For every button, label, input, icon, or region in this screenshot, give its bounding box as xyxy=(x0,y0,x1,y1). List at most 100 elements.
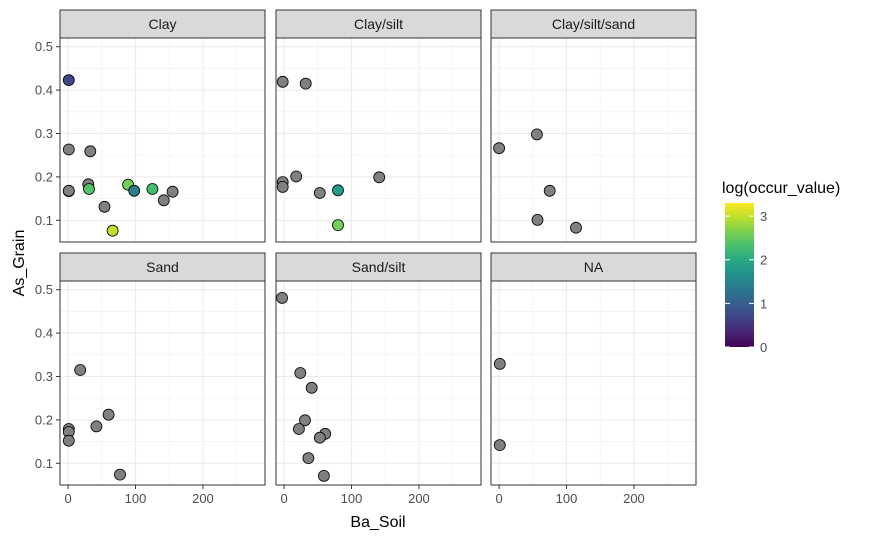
panel-border xyxy=(59,280,266,486)
panel-background xyxy=(60,38,265,242)
panel-sand: Sand xyxy=(59,252,266,486)
data-point xyxy=(531,213,544,226)
axes-layer: 0.1 0.2 0.3 0.4 0.5 0.1 0.2 0.3 0.4 0.5 0 100 200 0 10… xyxy=(35,39,645,506)
facet-label: Sand xyxy=(146,259,179,275)
panel-border xyxy=(490,280,697,486)
data-point xyxy=(276,291,289,304)
x-tick-label: 200 xyxy=(192,491,214,506)
data-point xyxy=(317,469,330,482)
data-point xyxy=(292,423,305,435)
facet-strip xyxy=(59,252,266,282)
x-tick-label: 0 xyxy=(64,491,71,506)
legend-tick-label: 3 xyxy=(760,209,767,224)
legend-ticks: 0 1 2 3 xyxy=(725,209,767,355)
panel-sand-silt: Sand/silt xyxy=(275,252,482,486)
data-point xyxy=(98,200,111,213)
data-point xyxy=(166,185,179,198)
data-point xyxy=(106,224,119,237)
x-tick-label: 200 xyxy=(408,491,430,506)
data-point xyxy=(62,184,75,197)
panel-clay-silt-sand: Clay/silt/sand xyxy=(490,9,697,243)
data-point xyxy=(294,367,307,379)
data-point xyxy=(114,468,126,481)
data-point xyxy=(84,145,97,158)
panel-background xyxy=(60,281,265,485)
data-point xyxy=(157,194,170,207)
data-point xyxy=(74,364,87,376)
facet-strip xyxy=(59,9,266,39)
panel-border xyxy=(275,37,482,243)
data-point xyxy=(62,434,75,447)
data-point xyxy=(493,142,506,155)
panels-layer: Clay Clay/silt Clay/silt/sand Sand Sand/silt… xyxy=(59,9,697,486)
y-tick-label: 0.4 xyxy=(35,83,53,98)
x-tick-label: 0 xyxy=(495,491,502,506)
x-tick-label: 100 xyxy=(125,491,147,506)
x-axis-title: Ba_Soil xyxy=(350,514,405,531)
data-point xyxy=(62,74,75,86)
data-point xyxy=(305,381,318,394)
panel-background xyxy=(276,38,481,242)
facet-label: Clay xyxy=(148,16,176,32)
panel-background xyxy=(491,281,696,485)
facet-label: Clay/silt xyxy=(354,16,403,32)
facet-strip xyxy=(275,9,482,39)
legend-tick-label: 0 xyxy=(760,340,767,355)
y-tick-label: 0.1 xyxy=(35,213,53,228)
data-point xyxy=(128,184,141,197)
x-tick-label: 100 xyxy=(556,491,578,506)
data-point xyxy=(570,221,582,234)
panel-clay: Clay xyxy=(59,9,266,243)
data-point xyxy=(90,420,103,433)
panel-clay-silt: Clay/silt xyxy=(275,9,482,243)
x-tick-label: 100 xyxy=(341,491,363,506)
y-tick-label: 0.2 xyxy=(35,412,53,427)
facet-strip xyxy=(490,252,697,282)
legend-tick-label: 2 xyxy=(760,253,767,268)
legend-title: log(occur_value) xyxy=(722,180,840,197)
y-tick-label: 0.5 xyxy=(35,282,53,297)
data-point xyxy=(493,357,506,370)
facet-strip xyxy=(490,9,697,39)
data-point xyxy=(302,452,315,465)
facet-strip xyxy=(275,252,482,282)
data-point xyxy=(276,180,289,193)
y-axis-title: As_Grain xyxy=(11,230,28,297)
facet-label: NA xyxy=(584,259,604,275)
data-point xyxy=(62,143,75,156)
x-tick-label: 0 xyxy=(280,491,287,506)
legend-colorbar xyxy=(725,203,754,347)
data-point xyxy=(332,184,344,197)
data-point xyxy=(299,414,311,427)
y-tick-label: 0.2 xyxy=(35,169,53,184)
facet-label: Clay/silt/sand xyxy=(552,16,635,32)
panel-background xyxy=(491,38,696,242)
data-point xyxy=(276,75,289,88)
data-point xyxy=(543,184,556,197)
data-point xyxy=(290,170,303,183)
x-tick-label: 200 xyxy=(623,491,645,506)
legend-tick-label: 1 xyxy=(760,296,767,311)
y-tick-label: 0.3 xyxy=(35,126,53,141)
y-tick-label: 0.4 xyxy=(35,326,53,341)
color-legend: log(occur_value) 0 1 2 3 xyxy=(722,180,840,355)
data-point xyxy=(313,431,326,444)
panel-border xyxy=(490,37,697,243)
panel-na: NA xyxy=(490,252,697,486)
y-tick-label: 0.3 xyxy=(35,369,53,384)
data-point xyxy=(531,128,543,141)
facet-label: Sand/silt xyxy=(352,259,406,275)
panel-border xyxy=(275,280,482,486)
y-tick-label: 0.5 xyxy=(35,39,53,54)
y-tick-label: 0.1 xyxy=(35,456,53,471)
data-point xyxy=(373,171,386,184)
data-point xyxy=(332,219,344,232)
data-point xyxy=(313,187,326,199)
data-point xyxy=(299,77,312,90)
data-point xyxy=(146,183,159,195)
data-point xyxy=(493,439,506,452)
data-point xyxy=(83,183,95,195)
data-point xyxy=(102,408,115,421)
panel-border xyxy=(59,37,266,243)
